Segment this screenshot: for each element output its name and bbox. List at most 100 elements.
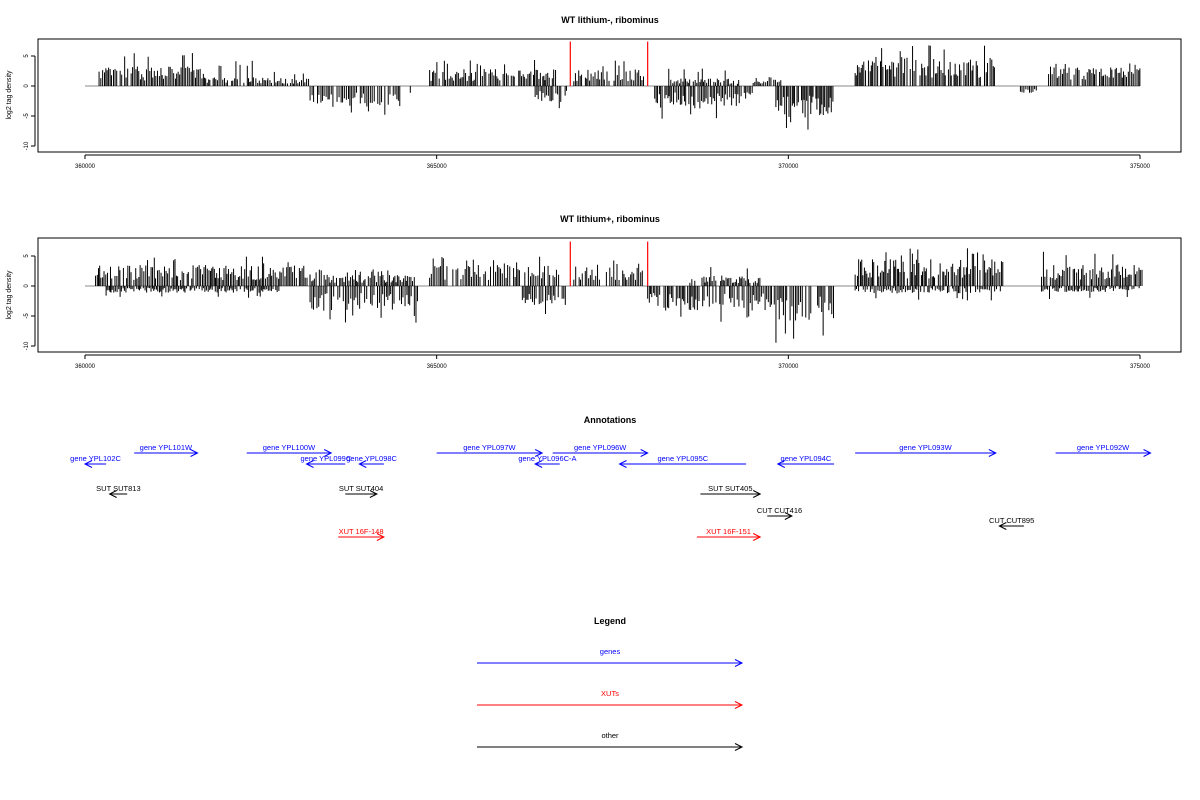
- annotation-arrowhead: [752, 490, 762, 498]
- annotation-label: gene YPL101W: [140, 443, 193, 452]
- annotation-label: gene YPL092W: [1077, 443, 1130, 452]
- legend-arrowhead: [734, 701, 744, 709]
- bar-marks: [85, 41, 1141, 130]
- annotation-label: SUT SUT404: [339, 484, 383, 493]
- x-tick-label: 375000: [1130, 164, 1151, 170]
- annotation-label: XUT 16F-148: [339, 527, 384, 536]
- gene-arrow: gene YPL093W: [855, 443, 997, 457]
- legend-label: XUTs: [601, 689, 619, 698]
- legend-label: other: [601, 731, 619, 740]
- panel-title: WT lithium-, ribominus: [561, 15, 659, 25]
- x-tick-label: 370000: [778, 364, 799, 370]
- annotation-label: gene YPL099C: [301, 454, 352, 463]
- annotation-arrowhead: [376, 533, 386, 541]
- annotation-arrowhead: [752, 533, 762, 541]
- xut-arrow: XUT 16F-148: [338, 527, 386, 541]
- annotation-arrowhead: [83, 460, 93, 468]
- annotation-arrowhead: [618, 460, 627, 468]
- y-tick-label: 0: [24, 84, 30, 88]
- annotation-label: gene YPL094C: [781, 454, 832, 463]
- legend-label: genes: [600, 647, 621, 656]
- y-tick-label: -5: [24, 313, 30, 319]
- annotation-label: gene YPL098C: [346, 454, 397, 463]
- gene-arrow: gene YPL095C: [618, 454, 747, 468]
- annotation-label: XUT 16F-151: [706, 527, 751, 536]
- x-tick-label: 360000: [75, 364, 96, 370]
- panel-title: WT lithium+, ribominus: [560, 214, 660, 224]
- y-tick-label: -5: [24, 113, 30, 119]
- legend-arrowhead: [734, 659, 744, 667]
- track-panel-lithium-minus: WT lithium-, ribominus log2 tag density …: [6, 15, 1182, 170]
- xut-arrow: XUT 16F-151: [696, 527, 762, 541]
- other-arrow: SUT SUT404: [339, 484, 383, 498]
- x-tick-label: 360000: [75, 164, 96, 170]
- y-tick-label: 0: [24, 284, 30, 288]
- axes: -10 -5 0 5 360000 365000 370000 375000: [24, 254, 1151, 370]
- x-tick-label: 370000: [778, 164, 799, 170]
- other-arrow: CUT CUT895: [989, 516, 1034, 530]
- annotation-arrowhead: [534, 460, 543, 468]
- annotation-arrowhead: [988, 449, 997, 457]
- bar-marks: [85, 241, 1143, 343]
- annotation-arrowhead: [358, 460, 367, 468]
- annotation-label: CUT CUT416: [757, 506, 802, 515]
- track-panel-lithium-plus: WT lithium+, ribominus log2 tag density …: [6, 214, 1182, 370]
- plot-frame: [37, 237, 1182, 353]
- other-arrow: CUT CUT416: [757, 506, 802, 520]
- y-axis-label: log2 tag density: [6, 270, 13, 320]
- annotation-label: gene YPL095C: [657, 454, 708, 463]
- annotations-title: Annotations: [584, 415, 637, 425]
- legend-title: Legend: [594, 616, 626, 626]
- legend-arrowhead: [734, 743, 744, 751]
- annotation-arrowhead: [108, 490, 117, 498]
- gene-arrow: gene YPL096W: [552, 443, 649, 457]
- annotation-label: CUT CUT895: [989, 516, 1034, 525]
- y-tick-label: 5: [24, 54, 30, 58]
- annotation-arrowhead: [776, 460, 786, 468]
- x-tick-label: 365000: [427, 364, 448, 370]
- legend: Legend genes XUTs other: [477, 616, 744, 751]
- annotation-arrowhead: [369, 490, 379, 498]
- legend-item: other: [477, 731, 744, 751]
- x-tick-label: 365000: [427, 164, 448, 170]
- y-tick-label: -10: [24, 341, 30, 350]
- annotation-label: gene YPL093W: [899, 443, 952, 452]
- y-tick-label: 5: [24, 254, 30, 258]
- legend-item: genes: [477, 647, 744, 667]
- axes: -10 -5 0 5 360000 365000 370000 375000: [24, 54, 1151, 170]
- annotation-label: gene YPL100W: [263, 443, 316, 452]
- gene-arrow: gene YPL097W: [436, 443, 544, 457]
- gene-arrow: gene YPL096C-A: [518, 454, 577, 468]
- gene-arrow: gene YPL098C: [346, 454, 398, 468]
- other-arrow: SUT SUT813: [96, 484, 141, 498]
- annotation-label: SUT SUT405: [708, 484, 752, 493]
- annotation-arrows: gene YPL102C gene YPL101W gene YPL100W gene…: [70, 443, 1152, 541]
- annotation-arrowhead: [305, 460, 314, 468]
- gene-arrow: gene YPL102C: [70, 454, 121, 468]
- annotation-arrowhead: [534, 449, 544, 457]
- annotation-arrowhead: [640, 449, 649, 457]
- gene-arrow: gene YPL094C: [776, 454, 835, 468]
- annotation-label: gene YPL097W: [463, 443, 516, 452]
- gene-arrow: gene YPL101W: [134, 443, 199, 457]
- annotation-arrowhead: [323, 449, 333, 457]
- x-tick-label: 375000: [1130, 364, 1151, 370]
- other-arrow: SUT SUT405: [700, 484, 762, 498]
- gene-arrow: gene YPL092W: [1055, 443, 1152, 457]
- annotation-label: SUT SUT813: [96, 484, 140, 493]
- annotation-arrowhead: [190, 449, 199, 457]
- annotation-arrowhead: [1143, 449, 1152, 457]
- annotation-arrowhead: [784, 512, 793, 520]
- annotation-arrowhead: [998, 522, 1007, 530]
- y-axis-label: log2 tag density: [6, 70, 13, 120]
- gene-arrow: gene YPL100W: [246, 443, 333, 457]
- annotation-label: gene YPL096W: [574, 443, 627, 452]
- gene-arrow: gene YPL099C: [301, 454, 352, 468]
- legend-items: genes XUTs other: [477, 647, 744, 751]
- plot-frame: [37, 38, 1182, 153]
- annotation-label: gene YPL096C-A: [518, 454, 576, 463]
- annotation-label: gene YPL102C: [70, 454, 121, 463]
- y-tick-label: -10: [24, 141, 30, 150]
